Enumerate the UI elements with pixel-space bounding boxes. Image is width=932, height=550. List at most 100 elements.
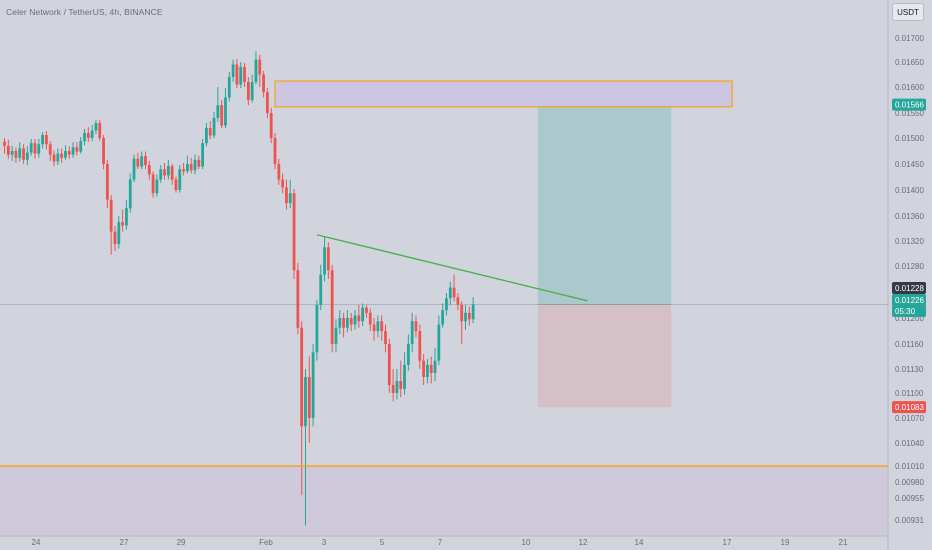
candle-body[interactable]	[326, 247, 330, 271]
candle-body[interactable]	[86, 133, 90, 138]
long-position-stop-zone[interactable]	[537, 304, 672, 408]
candle-body[interactable]	[121, 222, 125, 226]
candle-body[interactable]	[98, 123, 102, 138]
candle-body[interactable]	[406, 344, 410, 365]
candle-body[interactable]	[387, 344, 391, 385]
candle-body[interactable]	[258, 59, 262, 75]
candle-body[interactable]	[334, 327, 338, 344]
candle-body[interactable]	[45, 135, 48, 145]
candle-body[interactable]	[365, 307, 368, 313]
candle-body[interactable]	[155, 179, 159, 194]
candle-body[interactable]	[376, 321, 380, 331]
candle-body[interactable]	[90, 130, 94, 139]
candle-body[interactable]	[22, 148, 25, 160]
candle-body[interactable]	[456, 297, 460, 305]
candle-body[interactable]	[250, 82, 254, 100]
candle-body[interactable]	[300, 327, 304, 427]
candle-body[interactable]	[25, 152, 29, 160]
candle-body[interactable]	[342, 318, 345, 328]
candle-body[interactable]	[166, 166, 170, 176]
candle-body[interactable]	[452, 287, 456, 298]
candle-body[interactable]	[18, 148, 22, 158]
candle-body[interactable]	[391, 385, 395, 393]
candle-body[interactable]	[140, 156, 144, 167]
candle-body[interactable]	[227, 77, 231, 98]
candle-body[interactable]	[414, 321, 418, 331]
candle-body[interactable]	[353, 315, 357, 325]
candle-body[interactable]	[273, 138, 277, 164]
candle-body[interactable]	[265, 92, 269, 113]
currency-unit-button[interactable]: USDT	[892, 3, 924, 21]
candle-body[interactable]	[105, 164, 109, 200]
candle-body[interactable]	[174, 179, 178, 190]
candle-body[interactable]	[361, 307, 365, 322]
candle-body[interactable]	[178, 169, 182, 190]
candle-body[interactable]	[395, 381, 399, 393]
candle-body[interactable]	[205, 128, 208, 144]
candle-body[interactable]	[239, 67, 243, 85]
candle-body[interactable]	[410, 321, 414, 344]
candle-body[interactable]	[349, 318, 353, 325]
candle-body[interactable]	[384, 331, 387, 344]
candle-body[interactable]	[330, 270, 334, 344]
candle-body[interactable]	[83, 133, 86, 142]
candle-body[interactable]	[6, 145, 10, 155]
candle-body[interactable]	[151, 174, 155, 194]
candle-body[interactable]	[346, 318, 349, 328]
candle-body[interactable]	[132, 158, 136, 180]
candle-body[interactable]	[262, 74, 265, 93]
long-position-target-zone[interactable]	[537, 104, 672, 305]
candle-body[interactable]	[147, 165, 151, 175]
candle-body[interactable]	[212, 118, 216, 136]
candle-body[interactable]	[269, 113, 273, 138]
candle-body[interactable]	[296, 270, 300, 328]
candle-body[interactable]	[37, 144, 41, 154]
candle-body[interactable]	[403, 364, 406, 389]
candle-body[interactable]	[208, 128, 212, 136]
candle-body[interactable]	[3, 141, 6, 146]
candle-body[interactable]	[185, 164, 189, 172]
candle-body[interactable]	[368, 312, 372, 325]
candle-body[interactable]	[117, 222, 121, 245]
candle-body[interactable]	[113, 231, 117, 245]
candle-body[interactable]	[52, 154, 56, 162]
candle-body[interactable]	[304, 377, 307, 427]
candle-body[interactable]	[380, 321, 384, 331]
candle-body[interactable]	[246, 82, 250, 100]
candle-body[interactable]	[422, 360, 425, 377]
candle-body[interactable]	[14, 151, 18, 158]
candle-body[interactable]	[102, 138, 105, 164]
candle-body[interactable]	[441, 310, 445, 325]
candle-body[interactable]	[94, 123, 98, 131]
candle-body[interactable]	[292, 193, 296, 271]
candle-body[interactable]	[29, 143, 33, 153]
candle-body[interactable]	[464, 312, 467, 322]
candle-body[interactable]	[201, 143, 205, 167]
candle-body[interactable]	[10, 151, 14, 155]
candle-body[interactable]	[357, 315, 361, 322]
candle-body[interactable]	[79, 141, 83, 152]
candle-body[interactable]	[426, 364, 429, 377]
candle-body[interactable]	[193, 159, 197, 171]
candle-body[interactable]	[64, 151, 67, 158]
candle-body[interactable]	[235, 64, 239, 85]
candle-body[interactable]	[288, 193, 292, 203]
candle-body[interactable]	[144, 156, 147, 166]
candle-body[interactable]	[109, 199, 113, 232]
candle-body[interactable]	[323, 247, 326, 275]
candle-body[interactable]	[75, 147, 79, 152]
candle-body[interactable]	[243, 67, 246, 82]
candle-body[interactable]	[60, 153, 64, 158]
candle-body[interactable]	[216, 105, 220, 118]
descending-trendline[interactable]	[316, 234, 588, 302]
candle-body[interactable]	[71, 147, 75, 155]
candle-body[interactable]	[433, 360, 437, 373]
resistance-zone-box[interactable]	[274, 80, 733, 108]
candle-body[interactable]	[471, 304, 475, 320]
candle-body[interactable]	[399, 381, 403, 389]
candle-body[interactable]	[460, 305, 464, 322]
candle-body[interactable]	[231, 64, 235, 78]
candle-body[interactable]	[445, 298, 448, 311]
